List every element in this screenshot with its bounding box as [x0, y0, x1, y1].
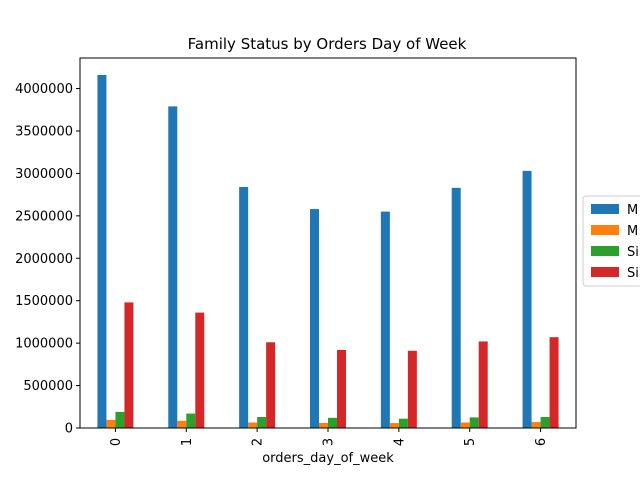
x-axis-title: orders_day_of_week	[262, 451, 394, 466]
bar-series-1-cat-4	[389, 423, 399, 428]
legend-swatch-2	[591, 246, 619, 256]
bar-series-3-cat-1	[195, 312, 205, 428]
x-axis: 0 1 2 3 4 5 6	[109, 428, 549, 446]
bar-series-0-cat-2	[239, 186, 249, 428]
x-tick-label-1: 1	[180, 438, 195, 446]
x-tick-label-2: 2	[251, 438, 266, 446]
x-tick-label-0: 0	[109, 438, 124, 446]
bar-series-0-cat-3	[310, 209, 319, 428]
chart-title: Family Status by Orders Day of Week	[188, 35, 467, 53]
bar-series-0-cat-4	[380, 211, 390, 428]
y-axis: 0 500000 1000000 1500000 2000000 2500000 30000…	[15, 82, 80, 437]
y-tick-label-1: 500000	[23, 379, 73, 394]
bar-series-3-cat-5	[478, 341, 488, 428]
bar-series-2-cat-4	[398, 418, 408, 428]
bar-series-2-cat-0	[115, 411, 125, 428]
y-tick-label-0: 0	[65, 422, 73, 437]
y-tick-label-7: 3500000	[15, 124, 73, 139]
bar-series-2-cat-5	[469, 417, 479, 428]
bar-series-1-cat-3	[319, 422, 328, 428]
x-tick-label-6: 6	[534, 438, 549, 446]
bar-series-2-cat-6	[540, 416, 550, 428]
bar-series-3-cat-3	[337, 349, 346, 428]
legend-label-2: Si	[627, 245, 639, 260]
bar-series-0-cat-1	[168, 106, 178, 429]
bar-series-3-cat-2	[266, 342, 276, 428]
legend-swatch-0	[591, 204, 619, 214]
bar-group	[97, 74, 559, 429]
bar-series-3-cat-0	[124, 302, 134, 428]
bar-series-2-cat-1	[186, 413, 196, 428]
bar-series-2-cat-3	[328, 417, 337, 428]
x-tick-label-4: 4	[392, 438, 407, 446]
plot-frame	[79, 57, 577, 429]
y-tick-label-3: 1500000	[15, 294, 73, 309]
bar-series-3-cat-6	[549, 337, 559, 428]
legend-label-3: Si	[627, 266, 639, 281]
x-tick-label-5: 5	[463, 438, 478, 446]
bar-series-0-cat-6	[522, 170, 532, 428]
y-tick-label-4: 2000000	[15, 252, 73, 267]
y-tick-label-8: 4000000	[15, 82, 73, 97]
bar-series-1-cat-6	[531, 422, 541, 428]
legend: MM Si Si	[582, 195, 640, 287]
legend-swatch-1	[591, 225, 619, 235]
bar-series-1-cat-2	[248, 422, 258, 428]
bar-series-1-cat-0	[106, 419, 116, 428]
bar-series-1-cat-1	[177, 420, 187, 428]
y-tick-label-2: 1000000	[15, 337, 73, 352]
y-tick-label-5: 2500000	[15, 209, 73, 224]
y-tick-label-6: 3000000	[15, 167, 73, 182]
legend-label-0: M	[627, 203, 638, 218]
legend-swatch-3	[591, 267, 619, 277]
bar-series-2-cat-2	[257, 416, 267, 428]
legend-frame	[582, 195, 640, 287]
x-tick-label-3: 3	[322, 438, 337, 446]
bar-series-0-cat-5	[451, 187, 461, 428]
bar-series-3-cat-4	[407, 350, 417, 428]
legend-label-1: M	[627, 224, 638, 239]
bar-series-0-cat-0	[97, 74, 107, 428]
bar-series-1-cat-5	[460, 422, 470, 428]
